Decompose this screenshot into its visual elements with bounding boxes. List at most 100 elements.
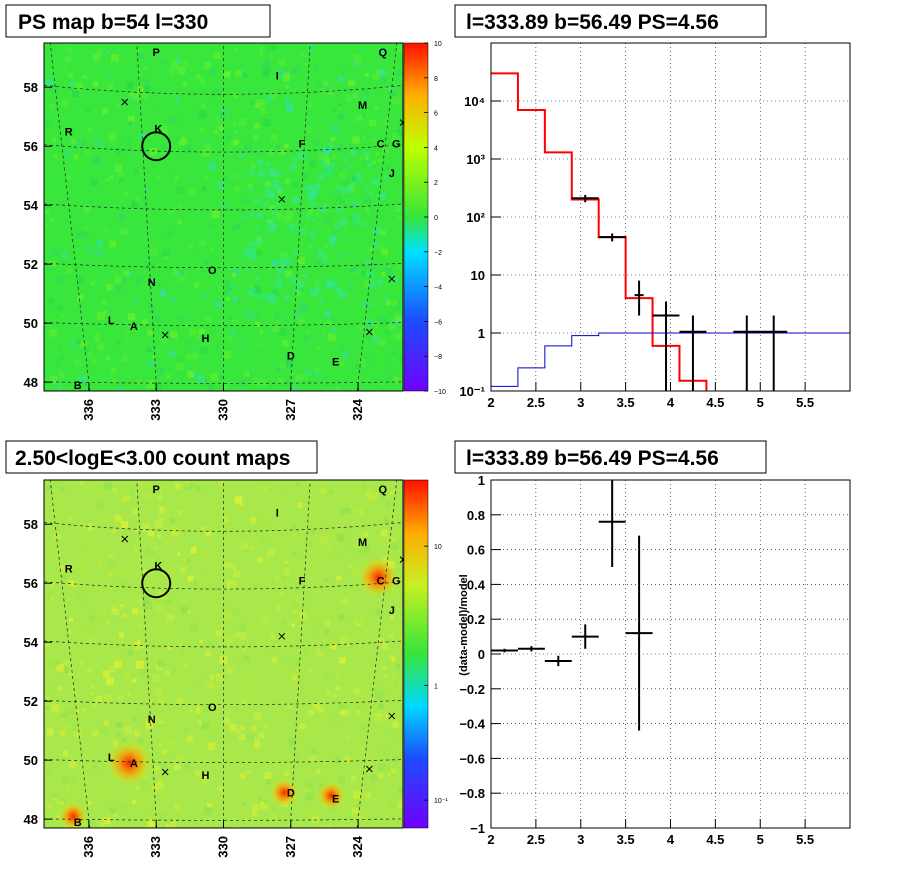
map-pixel [155,782,164,790]
map-pixel [59,564,67,572]
map-pixel [359,47,365,52]
map-pixel [120,521,129,529]
map-pixel [114,164,122,172]
map-pixel [142,319,148,325]
map-pixel [45,705,50,711]
map-pixel [269,223,277,232]
y-tick-label: 10 [471,268,485,283]
map-pixel [350,149,358,157]
map-pixel [335,206,343,213]
y-tick-label: 0.6 [467,543,485,558]
map-pixel [159,627,163,631]
map-pixel [246,267,251,271]
source-label: N [148,277,156,289]
map-pixel [315,286,322,293]
map-pixel [359,221,365,227]
map-pixel [311,493,316,499]
map-pixel [201,779,208,786]
map-pixel [55,229,60,233]
map-pixel [299,722,306,729]
map-pixel [362,113,367,117]
map-pixel [229,723,237,732]
map-pixel [141,79,149,87]
map-pixel [269,816,276,822]
map-pixel [107,571,113,577]
map-pixel [106,677,114,686]
map-pixel [278,58,286,66]
map-pixel [312,816,318,823]
map-pixel [339,218,347,227]
map-pixel [268,192,274,198]
map-pixel [271,635,275,640]
map-pixel [335,551,343,559]
map-pixel [207,803,213,809]
map-pixel [317,153,325,161]
map-pixel [207,383,215,391]
map-pixel [188,328,197,337]
map-pixel [45,120,51,127]
map-pixel [291,623,296,627]
map-pixel [335,493,340,498]
map-pixel [48,328,57,337]
map-pixel [184,728,189,733]
map-pixel [120,278,126,284]
map-pixel [70,581,77,587]
map-pixel [176,697,184,705]
map-pixel [69,630,73,634]
map-pixel [275,185,283,193]
map-pixel [155,766,160,771]
map-pixel [68,670,73,676]
map-pixel [142,814,148,819]
map-pixel [110,367,117,374]
map-pixel [204,176,209,180]
map-pixel [384,84,391,91]
map-pixel [158,516,164,523]
cross-marker [161,331,169,339]
map-pixel [341,376,345,380]
map-pixel [284,355,289,360]
map-pixel [105,178,109,182]
map-pixel [268,293,276,301]
map-pixel [318,620,323,625]
map-pixel [134,196,141,203]
cross-marker [365,765,373,773]
map-pixel [295,375,302,382]
map-pixel [188,668,197,676]
x-tick-label: 3 [577,832,584,847]
map-pixel [337,761,341,766]
spectrum-series [491,72,850,391]
map-pixel [352,569,359,576]
map-pixel [280,592,284,596]
map-pixel [209,67,216,74]
map-pixel [137,75,142,79]
map-pixel [370,781,376,787]
map-pixel [325,316,329,320]
map-pixel [277,378,284,384]
map-pixel [195,706,203,714]
map-pixel [123,805,127,809]
source-label: Q [379,47,388,59]
map-pixel [363,545,371,553]
map-pixel [365,151,370,157]
map-pixel [375,692,384,701]
map-pixel [119,569,126,575]
map-pixel [175,136,181,142]
map-pixel [158,282,163,287]
map-pixel [60,356,64,360]
map-pixel [147,329,154,336]
map-pixel [201,293,206,298]
source-label: R [65,127,73,139]
map-pixel [144,66,148,70]
map-pixel [49,104,55,110]
map-pixel [318,782,324,788]
map-pixel [221,604,228,611]
map-pixel [133,642,141,650]
map-pixel [256,235,262,242]
x-tick-label: 3 [577,395,584,410]
y-tick-label: −0.6 [459,751,485,766]
map-pixel [291,67,299,75]
map-pixel [373,334,378,340]
map-pixel [338,106,342,110]
map-pixel [285,381,291,388]
count-map-title: 2.50<logE<3.00 count maps [15,447,290,470]
